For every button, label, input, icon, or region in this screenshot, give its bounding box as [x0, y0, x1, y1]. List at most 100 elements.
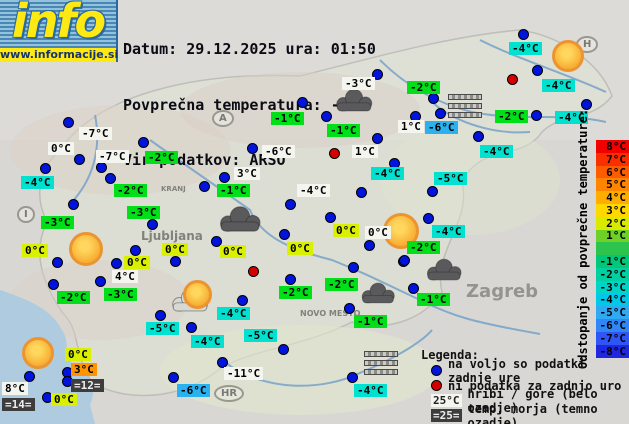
scale-band: -5°C — [596, 306, 629, 319]
station-dot — [73, 153, 85, 165]
station-dot — [426, 185, 438, 197]
station-temp-label: -4°C — [480, 145, 513, 158]
station-temp-label: -4°C — [21, 176, 54, 189]
scale-band: 2°C — [596, 217, 629, 230]
station-temp-label: 1°C — [398, 120, 424, 133]
station-dot — [530, 109, 542, 121]
scale-band: -1°C — [596, 255, 629, 268]
legend-item-text: temp. morja (temno ozadje) — [467, 401, 598, 424]
station-dot — [94, 275, 106, 287]
station-temp-label: 0°C — [22, 244, 48, 257]
scale-band: 1°C — [596, 229, 629, 242]
station-temp-label: 0°C — [333, 224, 359, 237]
scale-band: 5°C — [596, 178, 629, 191]
station-temp-label: 0°C — [124, 256, 150, 269]
station-temp-label: -3°C — [342, 77, 375, 90]
station-temp-label: -4°C — [509, 42, 542, 55]
station-temp-label: -1°C — [354, 315, 387, 328]
road-marker: A — [212, 110, 234, 127]
header-date-line: Datum: 29.12.2025 ura: 01:50 — [123, 40, 376, 58]
road-marker: HR — [214, 385, 245, 402]
scale-band — [596, 242, 629, 256]
logo-url[interactable]: www.informacije.si — [0, 48, 119, 62]
station-temp-label: -3°C — [41, 216, 74, 229]
station-dot — [216, 356, 228, 368]
temperature-deviation-scale: 8°C 7°C 6°C 5°C 4°C 3°C 2°C 1°C -1°C -2°C -3°C -4°C… — [596, 140, 629, 358]
station-temp-label: -11°C — [224, 367, 264, 380]
station-temp-label: -1°C — [217, 184, 250, 197]
station-temp-label: 3°C — [234, 167, 260, 180]
station-dot — [371, 68, 383, 80]
legend-item-text: ni podatka za zadnjo uro — [448, 378, 622, 393]
sun-cloud-icon — [166, 280, 214, 316]
station-dot — [185, 321, 197, 333]
station-dot — [320, 110, 332, 122]
station-dot — [23, 370, 35, 382]
scale-band: 6°C — [596, 166, 629, 179]
station-temp-label: -1°C — [271, 112, 304, 125]
station-temp-label: -2°C — [407, 241, 440, 254]
station-temp-label: 0°C — [365, 226, 391, 239]
station-dot — [531, 64, 543, 76]
station-dot — [51, 256, 63, 268]
scale-band: -6°C — [596, 319, 629, 332]
legend-item-text: hribi / gore (belo ozadje) — [467, 386, 598, 415]
scale-band: 8°C — [596, 140, 629, 153]
legend-item: 25°C hribi / gore (belo ozadje) — [431, 387, 629, 415]
station-temp-label: -5°C — [434, 172, 467, 185]
station-temp-label: 0°C — [65, 348, 91, 361]
legend-dot-icon — [431, 365, 442, 376]
station-dot — [284, 198, 296, 210]
station-temp-label: 4°C — [112, 270, 138, 283]
sun-icon — [69, 232, 103, 266]
station-dot — [355, 186, 367, 198]
legend-item: na voljo so podatki zadnje ure — [431, 357, 629, 385]
city-label: KRANJ — [161, 185, 186, 193]
map-header: Datum: 29.12.2025 ura: 01:50 Povprečna t… — [123, 3, 376, 207]
cloud-icon — [213, 203, 267, 236]
stripe-bars-icon — [448, 94, 482, 118]
station-temp-label: -4°C — [297, 184, 330, 197]
station-dot — [371, 132, 383, 144]
station-dot — [363, 239, 375, 251]
station-dot — [95, 161, 107, 173]
station-temp-label: -3°C — [127, 206, 160, 219]
station-temp-label: -7°C — [96, 150, 129, 163]
info-logo[interactable]: info www.informacije.si — [0, 0, 118, 62]
scale-title: Odstopanje od povprečne temperature: — [576, 108, 590, 369]
station-dot — [346, 371, 358, 383]
station-dot — [146, 218, 158, 230]
station-temp-label: -1°C — [327, 124, 360, 137]
station-dot — [517, 28, 529, 40]
station-temp-label: -1°C — [417, 293, 450, 306]
station-dot — [129, 244, 141, 256]
station-dot — [167, 371, 179, 383]
station-dot — [104, 172, 116, 184]
station-dot — [236, 294, 248, 306]
station-temp-label: -4°C — [217, 307, 250, 320]
city-label: NOVO MESTO — [300, 309, 361, 318]
station-temp-label: -4°C — [555, 111, 588, 124]
station-temp-label: 3°C — [71, 363, 97, 376]
station-temp-label: 0°C — [220, 245, 246, 258]
station-dot — [169, 255, 181, 267]
station-temp-label: -2°C — [57, 291, 90, 304]
scale-band: -3°C — [596, 281, 629, 294]
station-dot — [47, 278, 59, 290]
station-dot — [407, 282, 419, 294]
logo-stripes: info — [0, 0, 116, 48]
station-temp-label: -2°C — [114, 184, 147, 197]
station-temp-label: -2°C — [407, 81, 440, 94]
station-dot — [277, 343, 289, 355]
legend-chip: 25°C — [431, 394, 462, 407]
station-dot — [137, 136, 149, 148]
station-temp-label: -7°C — [79, 127, 112, 140]
station-temp-label: -2°C — [279, 286, 312, 299]
station-temp-label: -4°C — [542, 79, 575, 92]
station-temp-label: -4°C — [354, 384, 387, 397]
legend: Legenda: na voljo so podatki zadnje ure n… — [421, 348, 629, 424]
stripe-bars-icon — [364, 351, 398, 375]
station-dot — [434, 107, 446, 119]
station-dot — [284, 273, 296, 285]
